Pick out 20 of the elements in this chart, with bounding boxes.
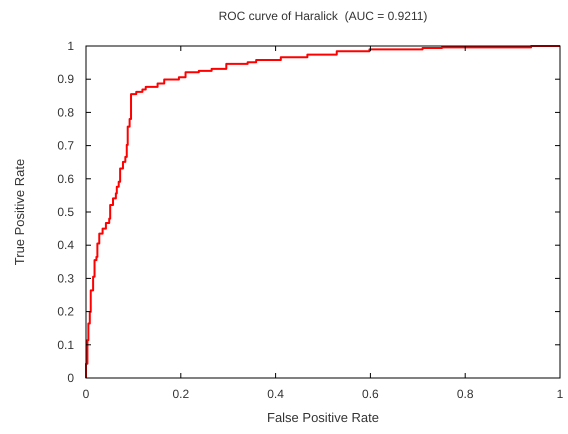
y-tick-label: 0.3 (57, 271, 74, 286)
y-tick-label: 0.5 (57, 205, 74, 219)
y-axis-title: True Positive Rate (12, 158, 27, 266)
x-tick-label: 1 (556, 387, 564, 401)
y-tick-label: 0.6 (57, 172, 74, 186)
y-tick-label: 0 (67, 371, 74, 385)
x-tick-label: 0.4 (267, 387, 284, 401)
y-tick-label: 0.7 (57, 138, 74, 153)
y-tick-label: 0.1 (57, 338, 74, 352)
x-tick-label: 0.2 (172, 387, 190, 401)
x-tick-label: 0.8 (456, 387, 474, 401)
chart-title: ROC curve of Haralick (AUC = 0.9211) (218, 9, 428, 23)
x-axis-title: False Positive Rate (267, 410, 379, 425)
y-tick-label: 0.9 (57, 72, 74, 86)
x-tick-label: 0 (82, 387, 90, 401)
x-tick-label: 0.6 (362, 387, 380, 401)
y-tick-label: 0.2 (57, 304, 74, 319)
y-tick-label: 0.4 (57, 238, 74, 252)
y-tick-label: 0.8 (57, 105, 74, 120)
y-tick-label: 1 (67, 39, 74, 53)
